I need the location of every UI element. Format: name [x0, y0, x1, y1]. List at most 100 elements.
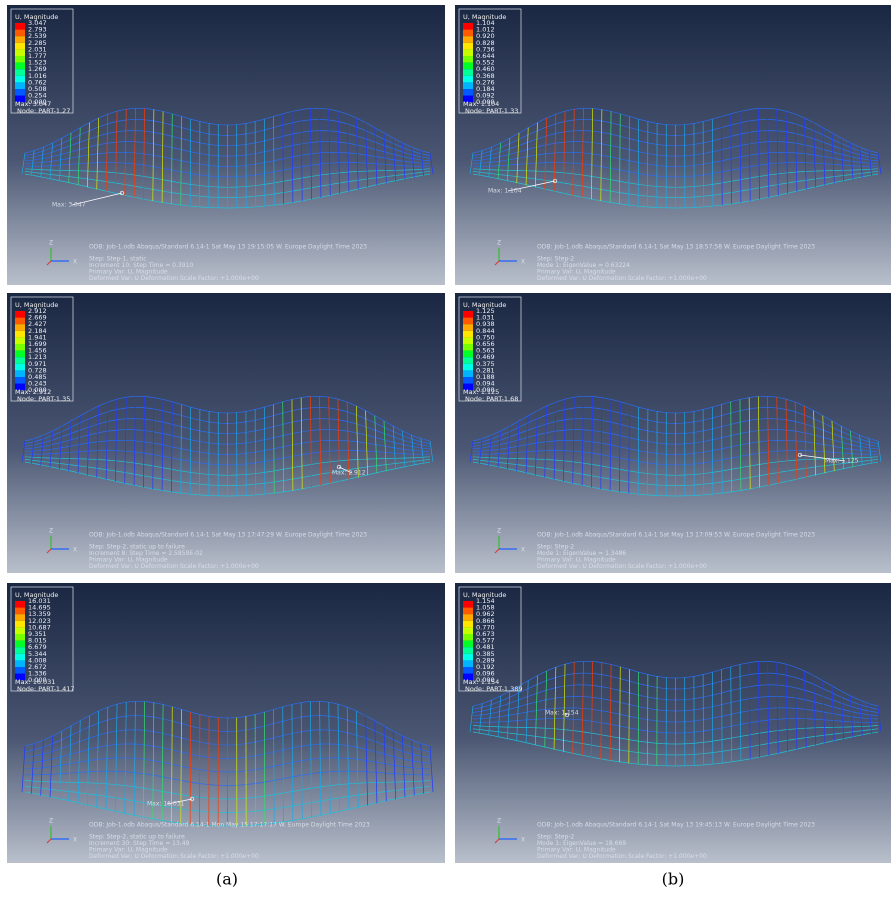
legend-swatch [463, 89, 473, 96]
legend-swatch [463, 324, 473, 331]
legend-swatch [463, 641, 473, 648]
step-info: Deformed Var: U Deformation Scale Factor… [537, 563, 707, 570]
legend-node: Node: PART-1.27 [17, 107, 70, 115]
viewport: U, Magnitude1.1041.0120.9200.8280.7360.6… [455, 5, 891, 285]
legend-swatch [463, 311, 473, 318]
triad-label: Z [497, 240, 501, 247]
legend-node: Node: PART-1.33 [465, 107, 518, 115]
annotation: Max: 1.125 [825, 458, 859, 465]
triad-label: X [73, 259, 77, 266]
triad-label: Z [497, 818, 501, 825]
legend-swatch [15, 377, 25, 384]
step-info: Deformed Var: U Deformation Scale Factor… [537, 853, 707, 860]
triad-label: X [73, 547, 77, 554]
odb-info: ODB: Job-1.odb Abaqus/Standard 6.14-1 Sa… [89, 244, 367, 251]
legend-swatch [15, 337, 25, 344]
legend-swatch [463, 627, 473, 634]
legend-swatch [15, 641, 25, 648]
legend-swatch [463, 63, 473, 70]
legend-swatch [463, 647, 473, 654]
legend-swatch [15, 608, 25, 615]
legend-swatch [463, 357, 473, 364]
legend-swatch [15, 634, 25, 641]
annotation: Max: 2.912 [332, 470, 366, 477]
legend-swatch [15, 344, 25, 351]
legend-swatch [15, 324, 25, 331]
legend-swatch [15, 370, 25, 377]
legend-swatch [15, 627, 25, 634]
triad-label: Z [49, 528, 53, 535]
legend-swatch [463, 654, 473, 661]
legend-swatch [15, 654, 25, 661]
odb-info: ODB: Job-1.odb Abaqus/Standard 6.14-1 Mo… [89, 822, 370, 829]
legend-swatch [463, 660, 473, 667]
legend-swatch [15, 614, 25, 621]
legend-swatch [463, 76, 473, 83]
legend-swatch [15, 364, 25, 371]
caption: (a) [216, 870, 238, 889]
odb-info: ODB: Job-1.odb Abaqus/Standard 6.14-1 Sa… [537, 822, 815, 829]
legend-swatch [463, 344, 473, 351]
legend-swatch [15, 647, 25, 654]
legend-swatch [463, 318, 473, 325]
legend-swatch [463, 370, 473, 377]
legend-swatch [15, 43, 25, 50]
legend-swatch [15, 89, 25, 96]
legend-swatch [463, 601, 473, 608]
odb-info: ODB: Job-1.odb Abaqus/Standard 6.14-1 Sa… [537, 244, 815, 251]
legend-swatch [15, 56, 25, 63]
legend-swatch [15, 69, 25, 76]
legend-swatch [463, 43, 473, 50]
legend-swatch [463, 364, 473, 371]
legend-swatch [15, 311, 25, 318]
legend-node: Node: PART-1.35 [17, 395, 70, 403]
step-info: Deformed Var: U Deformation Scale Factor… [89, 275, 259, 282]
legend-swatch [15, 601, 25, 608]
legend-swatch [15, 30, 25, 37]
odb-info: ODB: Job-1.odb Abaqus/Standard 6.14-1 Sa… [537, 532, 815, 539]
legend-swatch [15, 357, 25, 364]
viewport: U, Magnitude1.1251.0310.9380.8440.7500.6… [455, 293, 891, 573]
legend-swatch [463, 351, 473, 358]
viewport: U, Magnitude1.1541.0580.9620.8660.7700.6… [455, 583, 891, 863]
legend-swatch [15, 621, 25, 628]
triad-label: Z [49, 240, 53, 247]
legend-swatch [15, 331, 25, 338]
legend-swatch [463, 30, 473, 37]
triad-label: X [521, 837, 525, 844]
legend-swatch [463, 621, 473, 628]
viewport: U, Magnitude2.9122.6692.4272.1841.9411.6… [7, 293, 445, 573]
triad-label: Z [49, 818, 53, 825]
legend-swatch [463, 667, 473, 674]
triad-label: X [521, 259, 525, 266]
legend-swatch [463, 23, 473, 30]
legend-swatch [463, 56, 473, 63]
annotation: Max: 3.047 [52, 202, 86, 209]
legend-swatch [15, 23, 25, 30]
legend-swatch [15, 76, 25, 83]
legend-swatch [15, 667, 25, 674]
legend-swatch [15, 351, 25, 358]
legend-swatch [463, 69, 473, 76]
legend-swatch [15, 660, 25, 667]
legend-swatch [463, 331, 473, 338]
legend-swatch [15, 318, 25, 325]
triad-label: X [73, 837, 77, 844]
legend-swatch [463, 608, 473, 615]
legend-swatch [463, 377, 473, 384]
legend-swatch [463, 82, 473, 89]
odb-info: ODB: Job-1.odb Abaqus/Standard 6.14-1 Sa… [89, 532, 367, 539]
annotation: Max: 1.104 [488, 188, 522, 195]
step-info: Deformed Var: U Deformation Scale Factor… [89, 563, 259, 570]
legend-swatch [15, 36, 25, 43]
legend-node: Node: PART-1.68 [465, 395, 518, 403]
legend-swatch [463, 49, 473, 56]
annotation: Max: 16.031 [147, 801, 185, 808]
legend-node: Node: PART-1.417 [17, 685, 75, 693]
viewport: U, Magnitude16.03114.69513.35912.02310.6… [7, 583, 445, 863]
legend-swatch [463, 337, 473, 344]
legend-node: Node: PART-1.389 [465, 685, 523, 693]
legend-swatch [463, 36, 473, 43]
step-info: Deformed Var: U Deformation Scale Factor… [537, 275, 707, 282]
